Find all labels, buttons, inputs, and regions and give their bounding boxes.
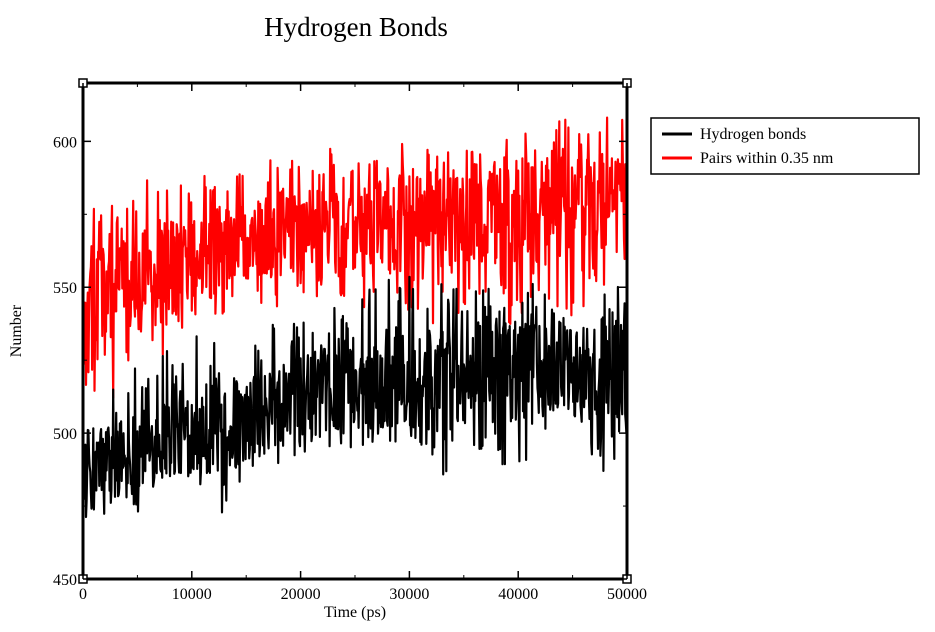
x-tick-label: 20000 <box>281 586 321 603</box>
y-tick-label: 450 <box>53 572 77 589</box>
x-tick-label: 10000 <box>172 586 212 603</box>
x-tick-label: 40000 <box>498 586 538 603</box>
series-line-hydrogen-bonds <box>81 275 629 550</box>
y-axis-ticks: 450 500 550 600 <box>53 134 627 589</box>
legend-label-pairs: Pairs within 0.35 nm <box>700 150 834 167</box>
chart-title: Hydrogen Bonds <box>264 12 448 42</box>
y-tick-label: 600 <box>53 134 77 151</box>
y-tick-label: 550 <box>53 280 77 297</box>
x-tick-label: 30000 <box>389 586 429 603</box>
x-tick-label: 50000 <box>607 586 647 603</box>
y-axis-label: Number <box>8 304 25 357</box>
legend: Hydrogen bonds Pairs within 0.35 nm <box>650 117 920 175</box>
legend-label-hydrogen-bonds: Hydrogen bonds <box>700 126 806 143</box>
legend-box <box>650 117 920 175</box>
x-tick-label: 0 <box>79 586 87 603</box>
x-axis-ticks: 0 10000 20000 30000 40000 50000 <box>79 83 647 603</box>
y-tick-label: 500 <box>53 426 77 443</box>
series-layer <box>81 116 629 550</box>
series-line-pairs-within-0-35-nm <box>81 116 629 399</box>
x-axis-label: Time (ps) <box>324 604 386 621</box>
